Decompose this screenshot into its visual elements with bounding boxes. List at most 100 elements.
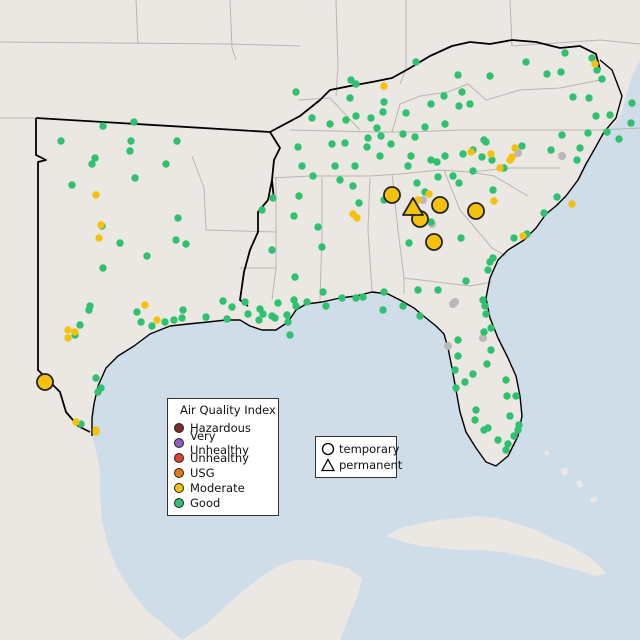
good-monitor-marker (479, 296, 487, 304)
good-monitor-marker (482, 310, 490, 318)
good-monitor-marker (412, 58, 420, 66)
legend-item-very-unhealthy: Very Unhealthy (174, 429, 278, 457)
good-monitor-marker (355, 199, 363, 207)
good-monitor-marker (131, 174, 139, 182)
good-monitor-marker (404, 162, 412, 170)
good-monitor-marker (351, 162, 359, 170)
good-monitor-marker (457, 234, 465, 242)
good-monitor-marker (421, 123, 429, 131)
good-monitor-marker (269, 194, 277, 202)
good-monitor-marker (309, 172, 317, 180)
good-monitor-marker (364, 134, 372, 142)
moderate-monitor-layer (64, 60, 599, 436)
good-monitor-marker (502, 446, 510, 454)
legend-label: Moderate (190, 481, 245, 495)
good-monitor-marker (510, 432, 518, 440)
good-monitor-marker (627, 119, 635, 127)
good-monitor-marker (487, 324, 495, 332)
very-unhealthy-swatch (174, 438, 184, 448)
good-monitor-marker (228, 303, 236, 311)
good-monitor-marker (379, 108, 387, 116)
moderate-swatch (174, 483, 184, 493)
good-monitor-marker (322, 302, 330, 310)
moderate-monitor-marker (568, 200, 576, 208)
good-monitor-marker (518, 142, 526, 150)
good-monitor-marker (202, 313, 210, 321)
good-monitor-marker (223, 315, 231, 323)
good-monitor-marker (484, 266, 492, 274)
moderate-monitor-marker (72, 418, 80, 426)
good-monitor-marker (347, 76, 355, 84)
moderate-monitor-marker (496, 164, 504, 172)
good-monitor-marker (487, 346, 495, 354)
good-monitor-marker (182, 240, 190, 248)
good-monitor-marker (480, 328, 488, 336)
good-monitor-marker (88, 160, 96, 168)
moderate-monitor-marker (97, 221, 105, 229)
good-monitor-marker (488, 156, 496, 164)
moderate-monitor-marker (64, 326, 72, 334)
good-monitor-marker (433, 158, 441, 166)
good-monitor-marker (504, 440, 512, 448)
good-monitor-marker (341, 139, 349, 147)
good-monitor-marker (399, 302, 407, 310)
moderate-monitor-marker (380, 82, 388, 90)
good-monitor-marker (342, 116, 350, 124)
legend-label: Good (190, 496, 221, 510)
good-monitor-marker (271, 314, 279, 322)
circle-icon (321, 442, 335, 455)
good-monitor-marker (130, 118, 138, 126)
good-monitor-marker (127, 137, 135, 145)
good-monitor-marker (376, 152, 384, 160)
good-monitor-marker (352, 294, 360, 302)
good-monitor-marker (598, 75, 606, 83)
legend-item-usg: USG (174, 466, 215, 480)
good-monitor-marker (434, 173, 442, 181)
good-monitor-marker (469, 167, 477, 175)
unhealthy-swatch (174, 453, 184, 463)
good-monitor-marker (506, 412, 514, 420)
good-monitor-marker (331, 162, 339, 170)
good-monitor-marker (553, 193, 561, 201)
legend-label: permanent (339, 457, 403, 472)
good-monitor-marker (174, 214, 182, 222)
good-monitor-marker (510, 234, 518, 242)
good-monitor-marker (298, 162, 306, 170)
good-monitor-marker (451, 366, 459, 374)
moderate-monitor-marker (490, 197, 498, 205)
no-data-layer (419, 149, 566, 350)
good-monitor-marker (97, 384, 105, 392)
good-monitor-marker (380, 288, 388, 296)
good-monitor-marker (480, 426, 488, 434)
legend-item-temporary: temporary (321, 441, 399, 456)
good-monitor-marker (326, 120, 334, 128)
good-monitor-marker (303, 298, 311, 306)
good-monitor-marker (291, 273, 299, 281)
no-data-monitor-marker (449, 300, 457, 308)
good-monitor-marker (116, 239, 124, 247)
good-monitor-marker (540, 209, 548, 217)
good-monitor-marker (441, 152, 449, 160)
moderate-monitor-marker (92, 191, 100, 199)
good-monitor-marker (427, 156, 435, 164)
good-monitor-marker (592, 112, 600, 120)
usg-swatch (174, 468, 184, 478)
temporary-monitor-marker (431, 196, 449, 214)
good-monitor-marker (99, 122, 107, 130)
good-monitor-marker (148, 322, 156, 330)
good-monitor-marker (328, 140, 336, 148)
legend-item-good: Good (174, 496, 220, 510)
good-monitor-marker (482, 138, 490, 146)
good-monitor-marker (593, 66, 601, 74)
good-monitor-marker (377, 132, 385, 140)
good-monitor-marker (459, 150, 467, 158)
good-monitor-marker (91, 154, 99, 162)
hazardous-swatch (174, 423, 184, 433)
good-monitor-marker (573, 156, 581, 164)
land-cuba (386, 516, 606, 576)
good-monitor-marker (441, 120, 449, 128)
moderate-monitor-marker (64, 334, 72, 342)
moderate-monitor-marker (71, 328, 79, 336)
temporary-monitor-layer (36, 186, 485, 391)
